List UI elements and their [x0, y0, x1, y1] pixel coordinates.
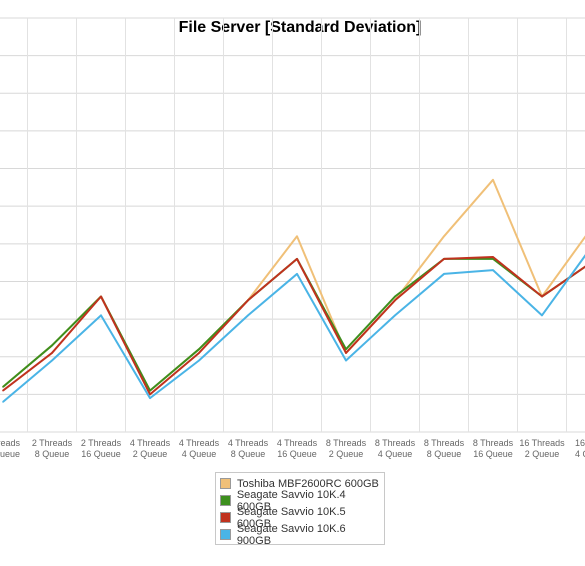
x-tick-label: 2 Queue [525, 449, 560, 459]
data-point [443, 273, 445, 275]
series-line-1 [2, 178, 585, 392]
x-tick-label: 8 Queue [231, 449, 266, 459]
data-point [541, 314, 543, 317]
data-point [394, 299, 396, 302]
x-tick-label: 2 Threads [81, 438, 122, 448]
data-point [149, 397, 151, 399]
x-tick-label: 8 Threads [424, 438, 465, 448]
data-point [492, 179, 494, 181]
data-point [2, 401, 4, 403]
x-tick-label: 4 Threads [130, 438, 171, 448]
legend-item: Seagate Savvio 10K.5 600GB [220, 506, 380, 530]
x-tick-label: 8 Threads [473, 438, 514, 448]
data-point [149, 389, 151, 392]
x-tick-label: 8 Threads [326, 438, 367, 448]
legend: Toshiba MBF2600RC 600GB Seagate Savvio 10… [215, 472, 385, 547]
legend-swatch [220, 512, 231, 523]
legend-label: Seagate Savvio 10K.4 600GB [236, 488, 346, 513]
legend-item: Toshiba MBF2600RC 600GB [220, 475, 380, 492]
data-point [100, 295, 102, 298]
x-tick-label: Queue [0, 449, 20, 459]
x-tick-label: 4 Threads [228, 438, 269, 448]
chart-title: File Server [Standard Deviation] [178, 19, 422, 36]
x-tick-label: 4 Q [575, 449, 585, 459]
data-point [2, 389, 4, 392]
data-point [296, 273, 298, 275]
series-lines [2, 178, 585, 403]
x-tick-label: 2 Queue [133, 449, 168, 459]
x-tick-label: 8 Queue [35, 449, 70, 459]
x-tick-label: 16 Queue [473, 449, 513, 459]
data-point [198, 359, 200, 362]
x-tick-label: 16 T [575, 438, 585, 448]
x-tick-label: 8 Threads [375, 438, 416, 448]
x-tick-label: 16 Queue [81, 449, 121, 459]
data-point [296, 258, 298, 260]
legend-swatch [220, 478, 231, 489]
data-point [394, 295, 396, 298]
data-point [149, 393, 151, 396]
data-point [51, 352, 53, 354]
data-point [394, 314, 396, 317]
data-point [247, 314, 249, 317]
legend-swatch [220, 529, 231, 540]
x-tick-label: 8 Queue [427, 449, 462, 459]
legend-item: Seagate Savvio 10K.6 900GB [220, 523, 380, 547]
data-point [443, 235, 445, 238]
data-point [345, 352, 347, 354]
data-point [100, 314, 102, 317]
x-tick-label: 4 Threads [277, 438, 318, 448]
legend-swatch [220, 495, 231, 506]
x-tick-label: 16 Threads [519, 438, 565, 448]
legend-label: Seagate Savvio 10K.6 900GB [236, 522, 346, 547]
data-point [345, 348, 347, 351]
data-point [247, 299, 249, 302]
data-point [492, 256, 494, 258]
x-tick-label: 2 Queue [329, 449, 364, 459]
x-tick-label: 4 Threads [179, 438, 220, 448]
x-tick-label: 4 Queue [378, 449, 413, 459]
data-point [492, 269, 494, 271]
legend-label: Toshiba MBF2600RC 600GB [237, 477, 379, 490]
data-point [443, 258, 445, 260]
data-point [51, 344, 53, 347]
data-point [51, 359, 53, 362]
x-tick-label: Threads [0, 438, 20, 448]
data-point [2, 386, 4, 388]
x-tick-label: 4 Queue [182, 449, 217, 459]
data-point [198, 352, 200, 354]
x-tick-label: 16 Queue [277, 449, 317, 459]
data-point [541, 295, 543, 298]
series-line-4 [2, 254, 585, 403]
data-point [296, 235, 298, 238]
data-point [198, 348, 200, 351]
legend-label: Seagate Savvio 10K.5 600GB [236, 505, 346, 530]
x-tick-label: 2 Threads [32, 438, 73, 448]
gridlines [0, 17, 585, 433]
data-point [345, 359, 347, 362]
legend-item: Seagate Savvio 10K.4 600GB [220, 489, 380, 513]
